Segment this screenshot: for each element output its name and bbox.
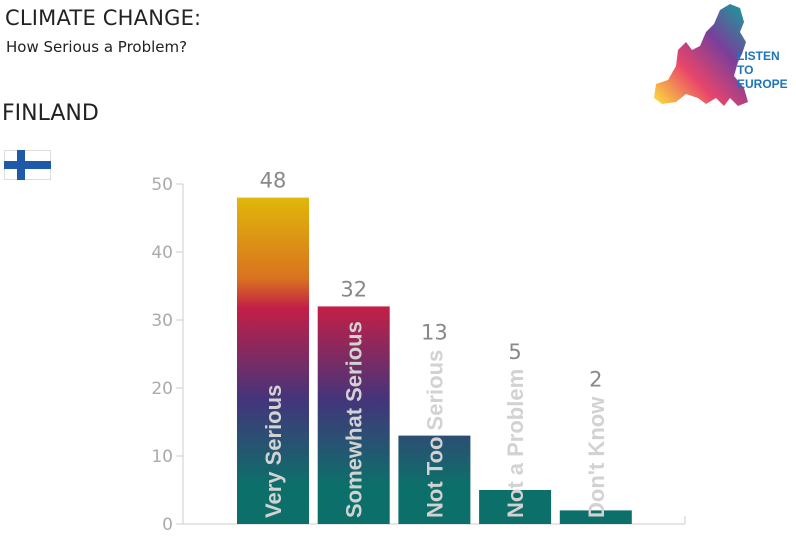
finland-flag-icon: [4, 150, 51, 180]
country-label: FINLAND: [2, 101, 99, 126]
y-tick-label: 30: [151, 311, 173, 331]
chart-subtitle: How Serious a Problem?: [6, 38, 188, 56]
y-tick-label: 0: [162, 515, 173, 535]
bar: [237, 197, 309, 524]
logo-text: EUROPE: [737, 77, 788, 91]
logo-text: LISTEN: [737, 49, 780, 63]
category-label: Very Serious: [261, 385, 286, 518]
y-tick-label: 50: [151, 175, 173, 195]
category-label: Not a Problem: [503, 369, 528, 518]
data-label: 48: [260, 169, 287, 193]
category-label: Don't Know: [584, 396, 609, 518]
listen-to-europe-logo: LISTEN TO EUROPE: [654, 4, 788, 106]
data-label: 2: [589, 368, 602, 392]
data-label: 13: [421, 321, 448, 345]
data-label: 5: [508, 340, 521, 364]
y-tick-label: 20: [151, 379, 173, 399]
bar: [398, 435, 471, 524]
category-label: Not Too Serious: [422, 350, 447, 518]
bar: [479, 490, 552, 524]
y-tick-label: 10: [151, 447, 173, 467]
logo-text: TO: [737, 63, 753, 77]
category-label: Somewhat Serious: [342, 321, 367, 518]
data-label: 32: [340, 277, 367, 301]
bar: [317, 306, 390, 524]
chart-title: CLIMATE CHANGE:: [5, 6, 202, 30]
y-tick-label: 40: [151, 243, 173, 263]
bar: [559, 510, 632, 524]
